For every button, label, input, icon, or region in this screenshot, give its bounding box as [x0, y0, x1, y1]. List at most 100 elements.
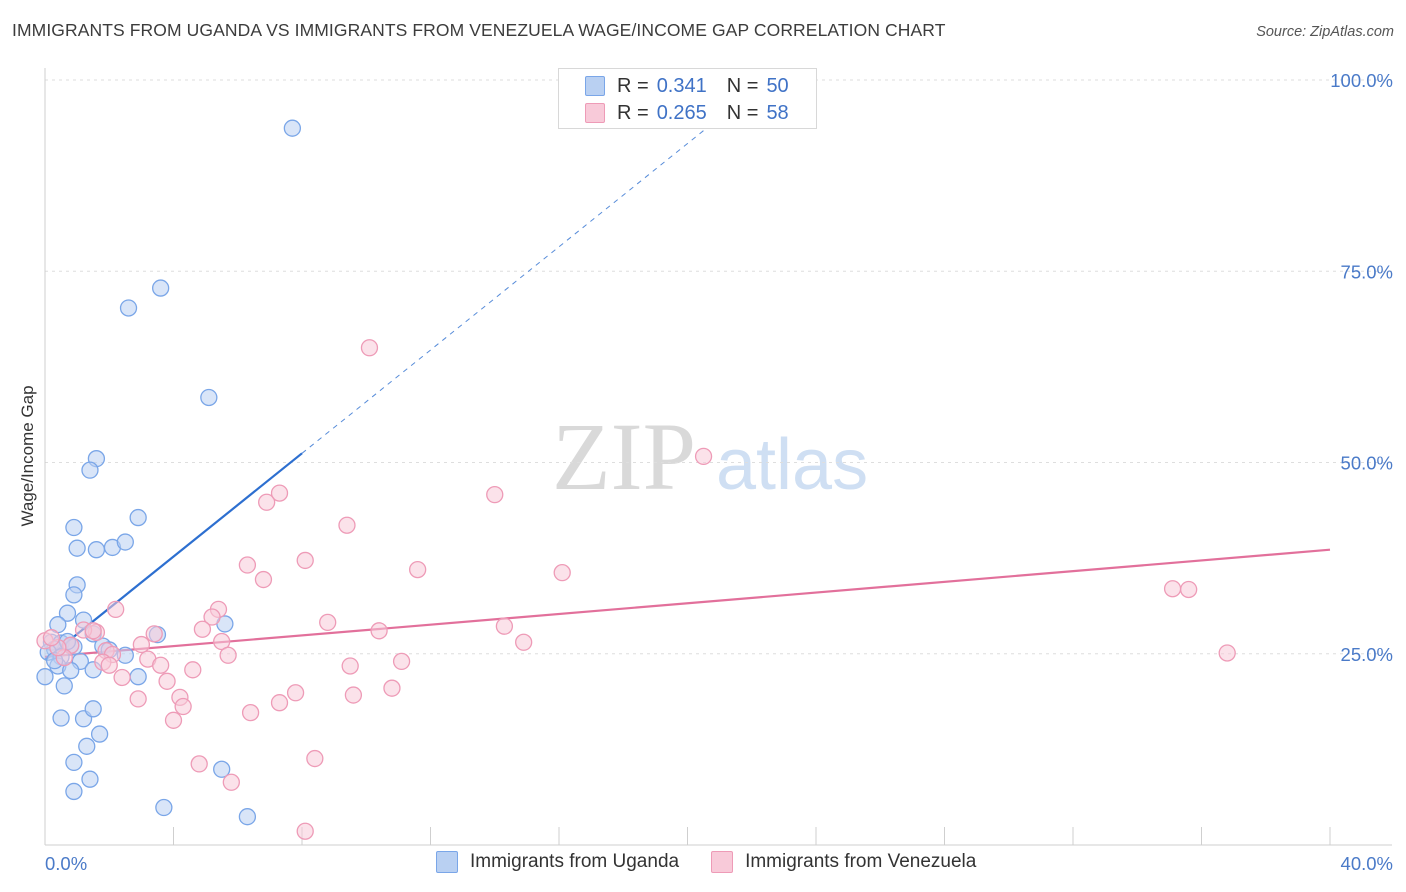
tick-labels: 25.0% 50.0% 75.0% 100.0% 0.0% 40.0% — [45, 70, 1393, 874]
uganda-point — [90, 725, 109, 743]
venezuela-point — [164, 711, 183, 729]
venezuela-point — [151, 656, 170, 674]
venezuela-point — [495, 617, 514, 635]
y-tick-label: 100.0% — [1330, 70, 1393, 91]
data-points — [36, 119, 1236, 840]
stats-legend: R = 0.341 N = 50 R = 0.265 N = 58 — [558, 68, 817, 129]
venezuela-point — [341, 657, 359, 675]
legend-r-label: R = — [617, 101, 649, 124]
y-tick-label: 75.0% — [1341, 261, 1393, 282]
y-tick-label: 50.0% — [1341, 453, 1393, 474]
venezuela-point — [319, 613, 337, 632]
legend-swatch-venezuela — [711, 851, 734, 873]
venezuela-point — [306, 749, 324, 768]
venezuela-point — [360, 339, 379, 357]
legend-n-value-uganda: 50 — [766, 74, 789, 97]
uganda-point — [129, 508, 147, 527]
legend-row-uganda: R = 0.341 N = 50 — [585, 74, 789, 98]
legend-r-label: R = — [617, 74, 649, 97]
venezuela-point — [515, 633, 533, 651]
venezuela-point — [338, 516, 356, 534]
uganda-point — [238, 808, 257, 826]
trend-lines — [44, 117, 1331, 661]
uganda-point — [84, 700, 102, 718]
uganda-point — [81, 461, 99, 479]
venezuela-point — [222, 773, 240, 791]
uganda-point — [87, 541, 106, 559]
venezuela-point — [174, 697, 192, 716]
uganda-point — [119, 299, 138, 317]
uganda-point — [65, 782, 83, 801]
venezuela-point — [270, 484, 289, 502]
legend-r-value-uganda: 0.341 — [656, 74, 707, 97]
chart-source: Source: ZipAtlas.com — [1256, 24, 1394, 40]
uganda-point — [65, 753, 83, 772]
uganda-point — [283, 119, 302, 137]
uganda-point — [200, 388, 218, 407]
uganda-point — [65, 518, 83, 537]
venezuela-point — [193, 620, 212, 638]
watermark-atlas: atlas — [716, 425, 868, 505]
venezuela-point — [392, 652, 411, 671]
venezuela-point — [296, 822, 314, 840]
venezuela-point — [1218, 644, 1236, 662]
legend-swatch-uganda — [585, 76, 605, 96]
legend-n-label: N = — [726, 74, 759, 97]
legend-item-venezuela: Immigrants from Venezuela — [711, 851, 976, 873]
venezuela-point — [190, 755, 208, 773]
venezuela-point — [84, 622, 102, 640]
venezuela-point — [145, 625, 163, 643]
venezuela-point — [258, 493, 276, 511]
uganda-point — [78, 737, 96, 755]
uganda-point — [55, 677, 73, 695]
uganda-point — [36, 668, 54, 686]
venezuela-point — [553, 564, 571, 582]
venezuela-point — [132, 635, 151, 654]
legend-row-venezuela: R = 0.265 N = 58 — [585, 101, 789, 125]
uganda-point — [68, 539, 86, 557]
venezuela-point — [254, 570, 273, 589]
venezuela-point — [241, 704, 260, 722]
venezuela-point — [344, 686, 363, 704]
uganda-point — [65, 586, 83, 604]
legend-swatch-venezuela — [585, 103, 605, 123]
watermark-zip: ZIP — [552, 403, 696, 510]
venezuela-point — [42, 629, 61, 647]
uganda-point — [58, 604, 77, 622]
venezuela-point — [100, 656, 118, 674]
uganda-point — [213, 760, 231, 778]
legend-label-uganda: Immigrants from Uganda — [470, 851, 680, 872]
axes — [44, 68, 1392, 846]
chart-title: IMMIGRANTS FROM UGANDA VS IMMIGRANTS FRO… — [12, 20, 946, 40]
venezuela-point — [370, 622, 388, 640]
venezuela-point — [486, 485, 504, 504]
legend-r-value-venezuela: 0.265 — [656, 101, 707, 124]
venezuela-point — [1180, 580, 1198, 599]
uganda-point — [116, 533, 134, 551]
venezuela-point — [1163, 580, 1182, 598]
venezuela-point — [219, 646, 237, 664]
uganda-point — [129, 668, 147, 686]
uganda-point — [52, 709, 70, 727]
venezuela-point — [296, 551, 314, 570]
venezuela-point — [286, 684, 305, 702]
venezuela-point — [158, 672, 176, 690]
legend-label-venezuela: Immigrants from Venezuela — [745, 851, 977, 872]
venezuela-point — [383, 679, 401, 697]
venezuela-point — [694, 447, 713, 466]
venezuela-point — [238, 556, 257, 574]
uganda-point — [81, 770, 99, 788]
legend-n-label: N = — [726, 101, 759, 124]
venezuela-point — [184, 661, 202, 679]
x-tick-label: 0.0% — [45, 853, 87, 874]
x-tick-label: 40.0% — [1341, 853, 1393, 874]
legend-item-uganda: Immigrants from Uganda — [436, 851, 679, 873]
grid — [45, 79, 1392, 655]
venezuela-trend-line — [44, 548, 1331, 658]
venezuela-point — [408, 560, 427, 579]
venezuela-point — [113, 668, 131, 687]
venezuela-point — [107, 600, 125, 619]
legend-swatch-uganda — [436, 851, 458, 873]
venezuela-point — [203, 608, 221, 626]
